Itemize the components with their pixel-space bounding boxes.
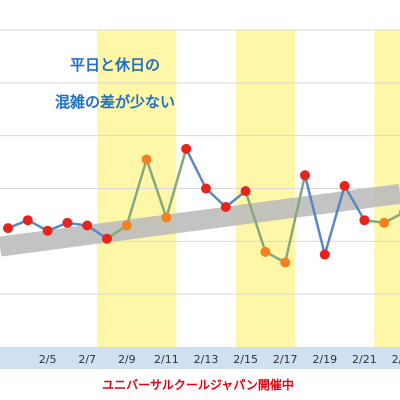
data-point-2/22 <box>379 217 390 228</box>
data-point-2/21 <box>359 215 370 226</box>
x-tick-label-8: 2/21 <box>352 353 377 366</box>
data-point-2/5 <box>42 225 53 236</box>
data-point-2/19 <box>319 249 330 260</box>
data-point-2/16 <box>260 246 271 257</box>
data-point-2/20 <box>339 180 350 191</box>
x-tick-label-6: 2/17 <box>273 353 298 366</box>
x-tick-label-9: 2/23 <box>392 353 400 366</box>
x-tick-label-7: 2/19 <box>312 353 337 366</box>
data-point-2/13 <box>201 183 211 194</box>
data-point-2/11 <box>161 212 172 223</box>
chart-title-line-1: 平日と休日の <box>70 56 160 74</box>
trend-line <box>0 183 400 257</box>
x-tick-label-5: 2/15 <box>233 353 258 366</box>
data-point-2/8 <box>102 233 112 244</box>
series-segment-17 <box>343 185 366 221</box>
data-point-2/18 <box>300 170 310 181</box>
data-point-2/3 <box>3 223 13 234</box>
data-point-2/14 <box>220 201 231 212</box>
x-tick-label-1: 2/7 <box>78 353 96 366</box>
data-point-2/10 <box>141 154 152 165</box>
data-point-2/17 <box>280 257 291 268</box>
series-segment-15 <box>303 174 327 255</box>
x-tick-label-4: 2/13 <box>194 353 219 366</box>
x-tick-label-0: 2/5 <box>39 353 57 366</box>
series-segment-16 <box>323 185 346 255</box>
data-point-2/7 <box>82 220 93 231</box>
chart-footer-note: ユニバーサルクールジャパン開催中 <box>102 377 294 392</box>
gridlines <box>0 29 400 295</box>
series-segment-14 <box>283 175 307 263</box>
x-tick-label-2: 2/9 <box>118 353 136 366</box>
data-points <box>3 143 400 268</box>
data-point-2/6 <box>62 217 73 228</box>
x-axis-strip <box>0 347 400 369</box>
data-point-2/9 <box>121 220 132 231</box>
series-segment-12 <box>244 190 267 253</box>
chart-title-line-2: 混雑の差が少ない <box>55 93 175 111</box>
trend-band <box>0 183 400 257</box>
x-tick-label-3: 2/11 <box>154 353 179 366</box>
series-segment-9 <box>185 148 208 190</box>
data-point-2/4 <box>22 215 33 226</box>
data-point-2/12 <box>181 143 192 154</box>
series-segment-7 <box>145 159 168 218</box>
data-point-2/15 <box>240 186 251 197</box>
series-segment-6 <box>125 159 148 226</box>
series-segment-8 <box>165 148 188 218</box>
x-tick-labels: 2/5 2/7 2/9 2/11 2/13 2/15 2/17 2/19 2/21 2/23 <box>39 353 400 366</box>
